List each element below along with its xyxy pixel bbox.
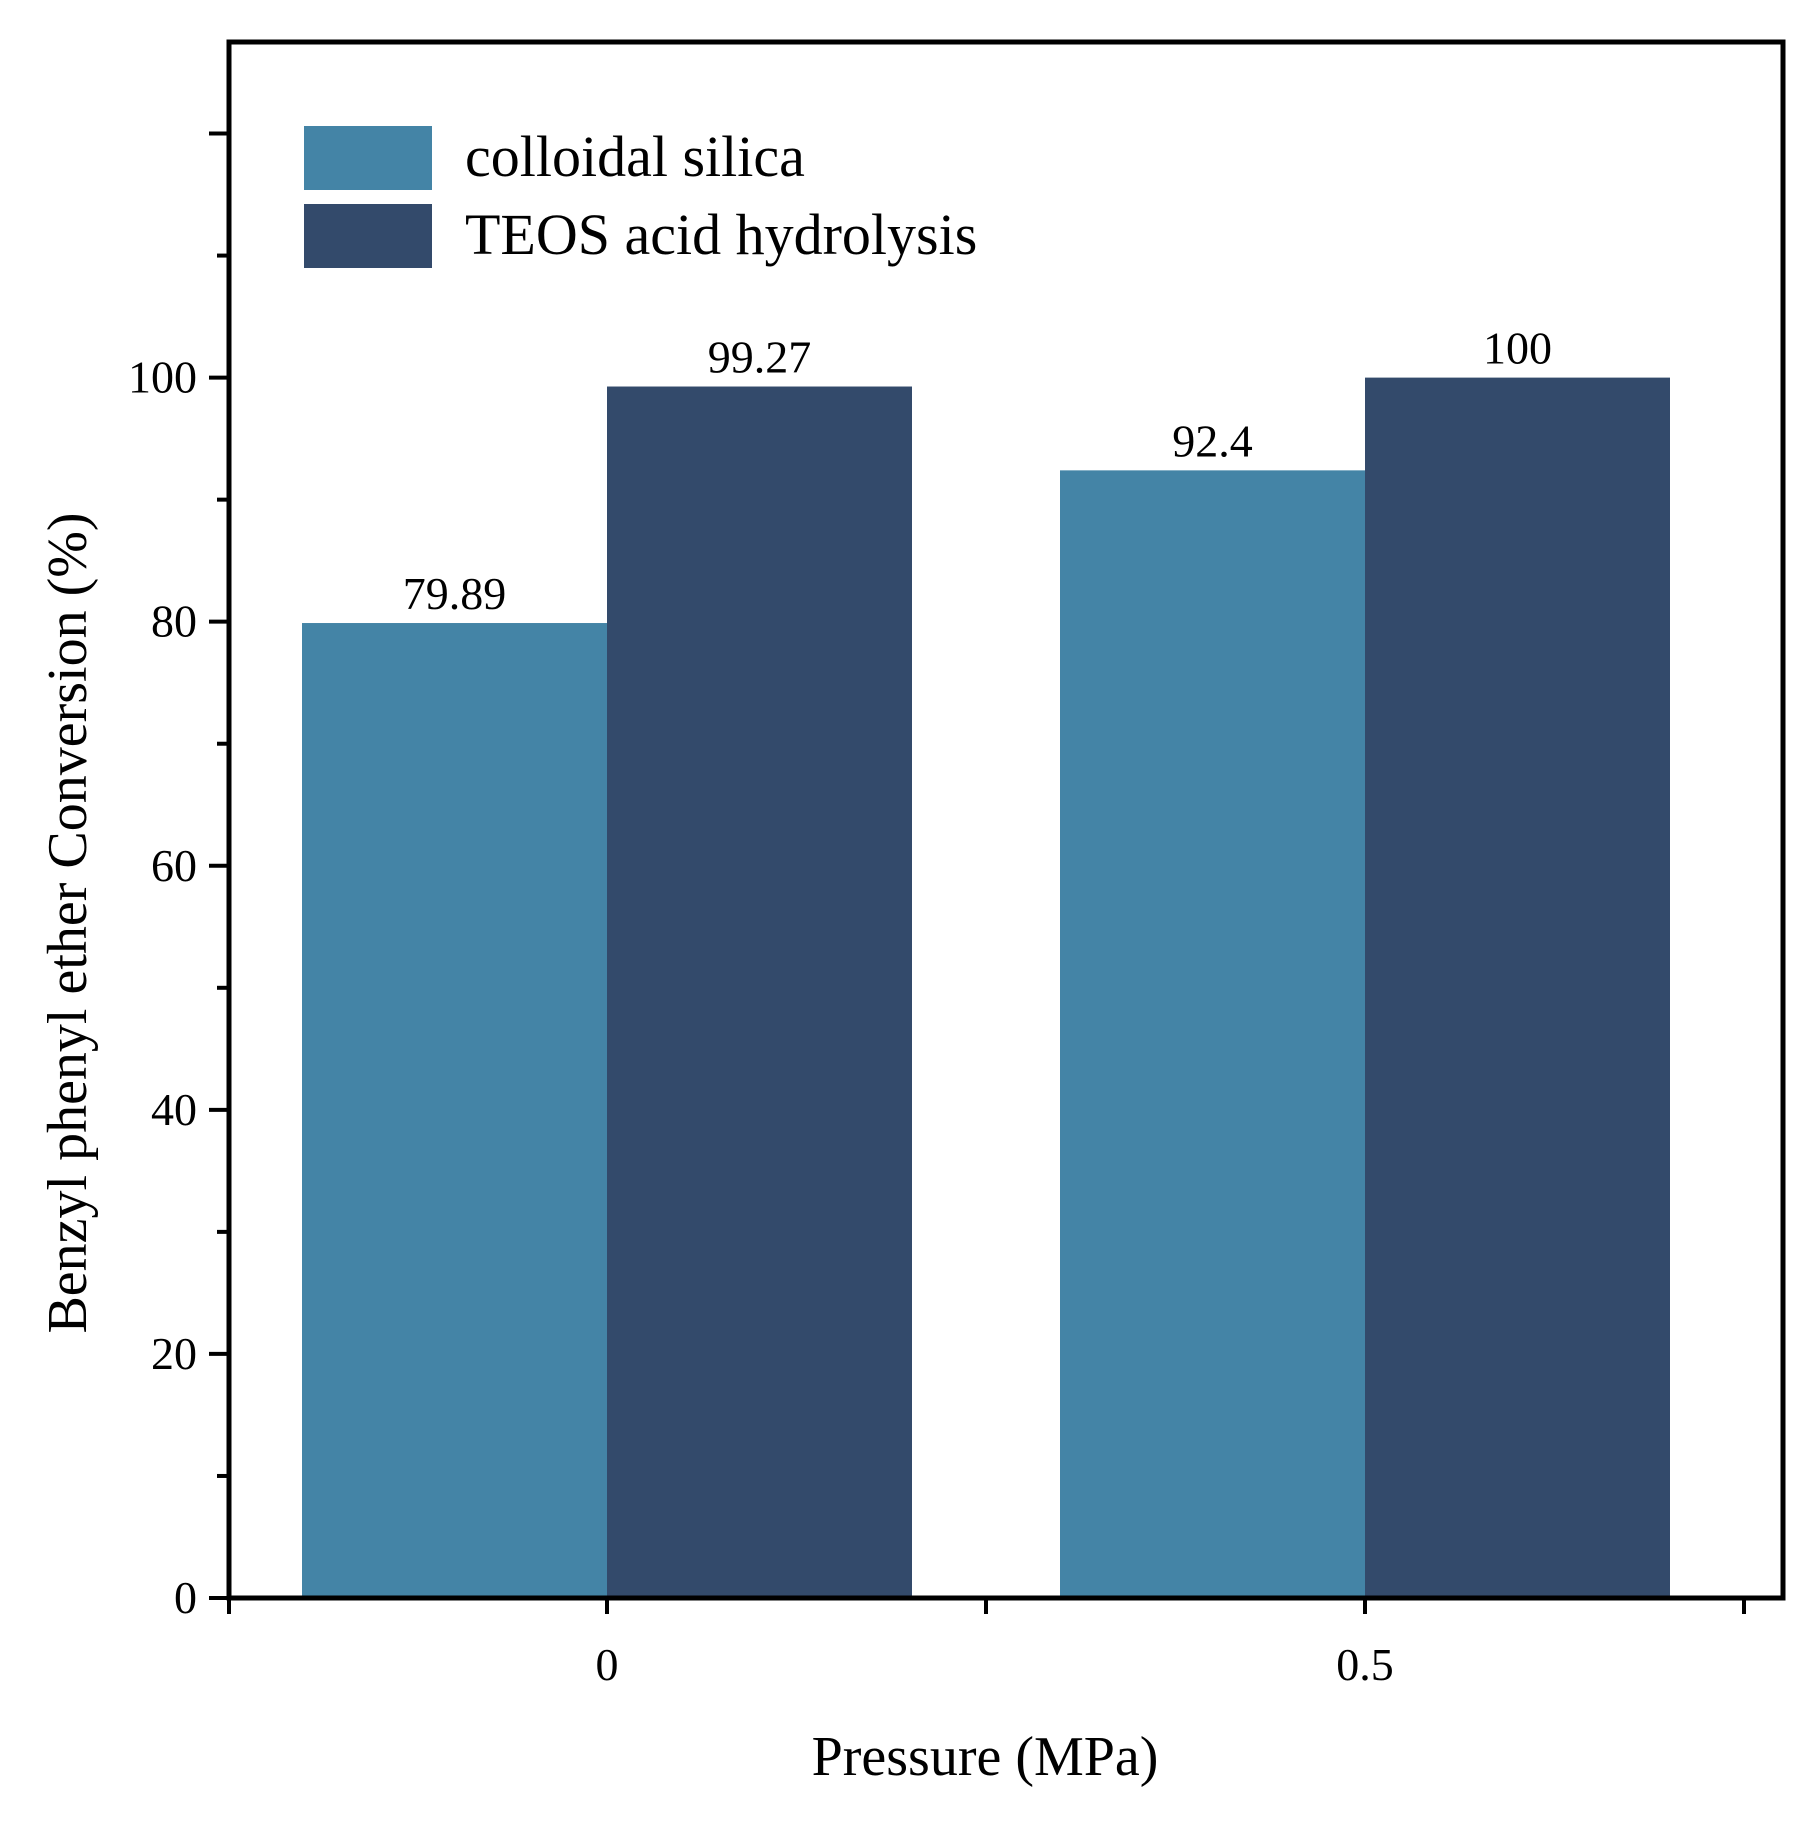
y-tick-label: 60	[151, 840, 197, 891]
x-axis-title: Pressure (MPa)	[812, 1726, 1159, 1788]
data-label: 79.89	[403, 568, 507, 619]
plot-frame	[226, 39, 1786, 1601]
legend-swatch	[304, 204, 432, 268]
bar-colloidal-silica-0	[302, 623, 607, 1598]
bar-colloidal-silica-1	[1060, 470, 1365, 1598]
y-tick-label: 80	[151, 596, 197, 647]
legend-swatch	[304, 126, 432, 190]
data-labels-layer: 79.89 92.4 99.27 100	[403, 323, 1552, 619]
legend-label: TEOS acid hydrolysis	[465, 202, 977, 267]
data-label: 99.27	[708, 332, 812, 383]
x-tick-label: 0	[596, 1639, 619, 1690]
x-tick-label: 0.5	[1336, 1639, 1394, 1690]
y-tick-label: 20	[151, 1328, 197, 1379]
bar-teos-acid-hydrolysis-0	[607, 386, 912, 1598]
legend: colloidal silica TEOS acid hydrolysis	[304, 124, 977, 268]
y-tick-label: 0	[174, 1572, 197, 1623]
bars-layer	[302, 377, 1670, 1598]
data-label: 92.4	[1172, 415, 1253, 466]
axes-layer: 0 20 40 60 80 100 0 0.5	[128, 39, 1786, 1690]
legend-label: colloidal silica	[465, 124, 805, 189]
y-tick-label: 100	[128, 352, 197, 403]
bar-teos-acid-hydrolysis-1	[1365, 377, 1670, 1598]
y-tick-label: 40	[151, 1084, 197, 1135]
data-label: 100	[1483, 323, 1552, 374]
y-axis-title: Benzyl phenyl ether Conversion (%)	[37, 512, 99, 1333]
